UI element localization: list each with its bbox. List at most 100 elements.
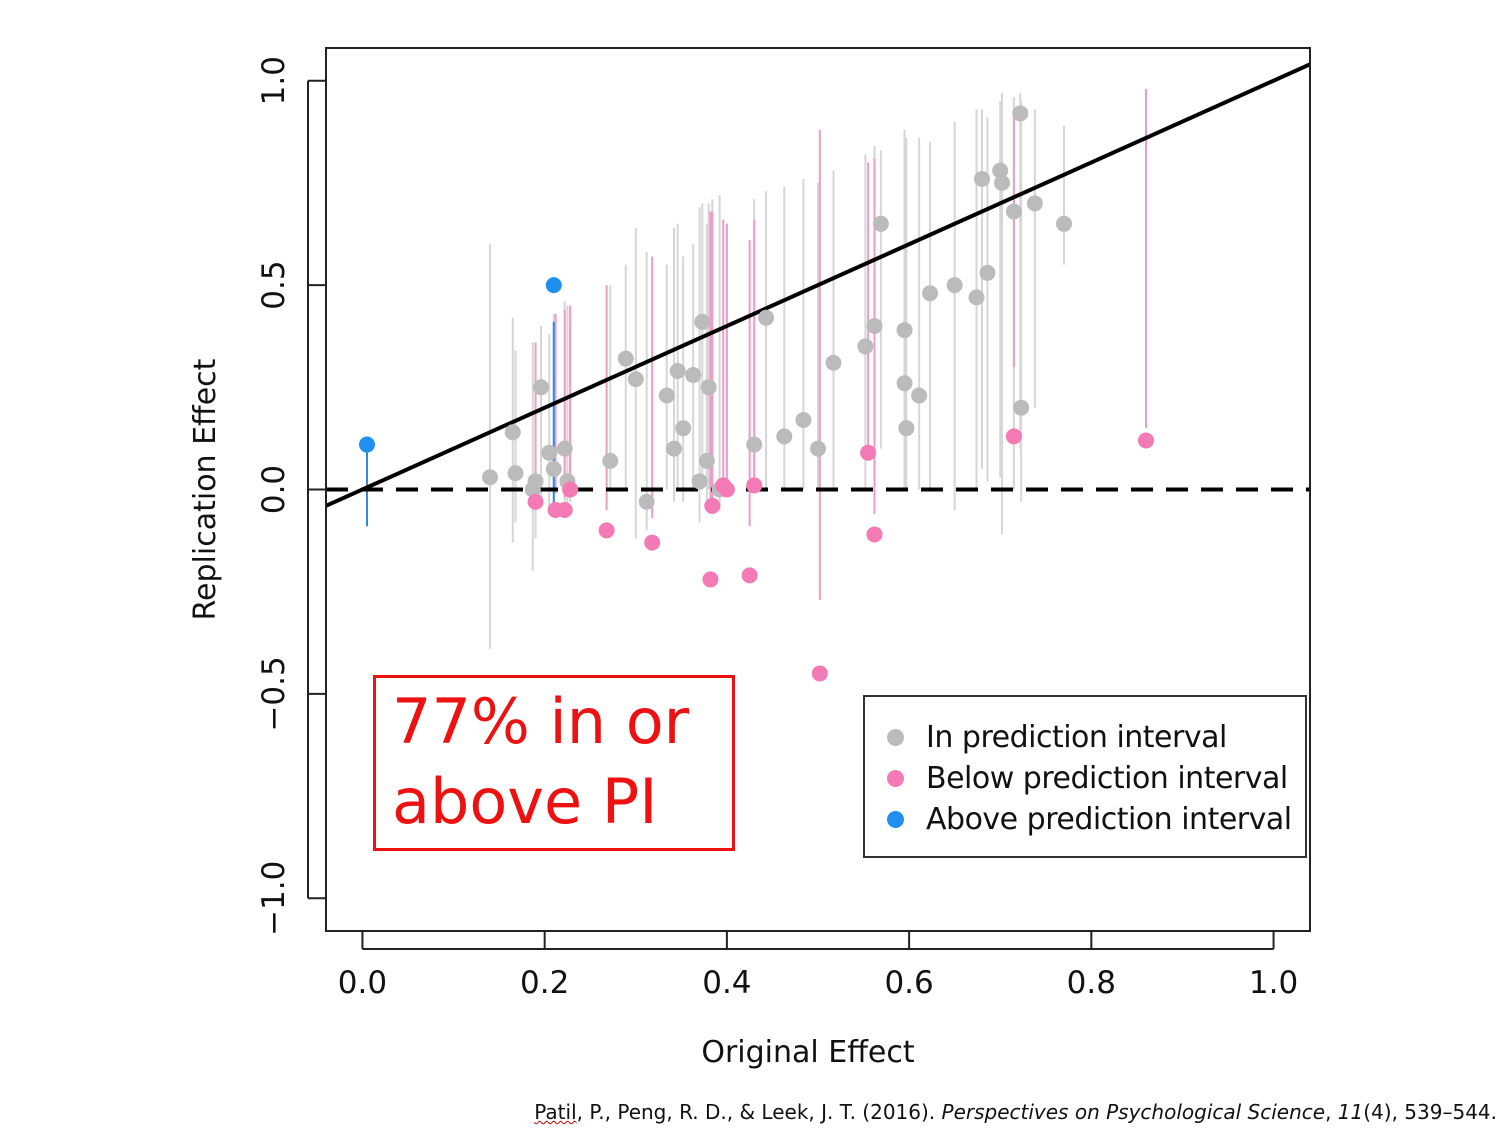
- data-point: [702, 571, 719, 588]
- data-point: [922, 285, 939, 302]
- citation-pages: (4), 539–544.: [1363, 1100, 1497, 1124]
- data-point: [359, 436, 375, 453]
- y-tick-label: 0.5: [256, 260, 292, 309]
- data-point: [602, 452, 619, 469]
- data-point: [700, 379, 717, 396]
- data-point: [556, 440, 573, 457]
- legend: In prediction interval Below prediction …: [863, 695, 1307, 858]
- identity-line: [325, 62, 1311, 508]
- data-point: [968, 289, 985, 306]
- data-point: [776, 428, 793, 445]
- data-point: [698, 452, 715, 469]
- data-point: [507, 465, 524, 482]
- citation-rest: , P., Peng, R. D., & Leek, J. T. (2016).: [576, 1100, 942, 1124]
- data-point: [556, 501, 573, 518]
- data-point: [979, 264, 996, 281]
- citation-author: Patil: [534, 1100, 577, 1124]
- data-point: [562, 481, 579, 498]
- legend-label-in: In prediction interval: [926, 720, 1227, 755]
- data-point: [694, 313, 711, 330]
- data-point: [644, 534, 661, 551]
- data-point: [1005, 428, 1022, 445]
- data-point: [1026, 195, 1043, 212]
- citation: Patil, P., Peng, R. D., & Leek, J. T. (2…: [534, 1100, 1497, 1124]
- data-point: [896, 375, 913, 392]
- data-point: [974, 170, 990, 187]
- x-axis-title: Original Effect: [701, 1035, 915, 1070]
- data-point: [482, 469, 498, 486]
- prediction-intervals: [366, 88, 1147, 649]
- x-tick-label: 0.2: [520, 965, 569, 1001]
- data-point: [911, 387, 928, 404]
- annotation-box: 77% in or above PI: [373, 675, 735, 851]
- x-tick-label: 0.0: [338, 965, 387, 1001]
- data-point: [866, 317, 883, 334]
- data-point: [795, 412, 812, 429]
- legend-label-above: Above prediction interval: [926, 802, 1292, 837]
- data-point: [1013, 399, 1030, 416]
- data-point: [896, 322, 913, 339]
- y-tick-label: 0.0: [256, 465, 292, 514]
- data-point: [627, 371, 644, 388]
- y-tick-label: −0.5: [256, 656, 292, 731]
- data-point: [598, 522, 615, 539]
- data-point: [704, 497, 721, 514]
- data-point: [1012, 105, 1029, 122]
- data-point: [1056, 215, 1072, 232]
- data-point: [685, 367, 702, 384]
- data-point: [1005, 203, 1022, 220]
- citation-volume: 11: [1337, 1100, 1364, 1124]
- x-tick-label: 1.0: [1249, 965, 1298, 1001]
- data-point: [545, 277, 562, 294]
- y-tick-label: −1.0: [256, 861, 292, 936]
- data-point: [691, 473, 708, 490]
- data-point: [866, 526, 883, 543]
- data-point: [857, 338, 874, 355]
- data-point: [825, 354, 842, 371]
- data-point: [533, 379, 550, 396]
- data-point: [992, 162, 1009, 179]
- legend-label-below: Below prediction interval: [926, 761, 1288, 796]
- legend-item-above: Above prediction interval: [865, 799, 1305, 840]
- data-point: [527, 473, 544, 490]
- x-tick-label: 0.4: [702, 965, 751, 1001]
- data-point: [638, 493, 655, 510]
- y-axis-title: Replication Effect: [188, 358, 223, 620]
- data-point: [741, 567, 758, 584]
- annotation-text: 77% in or above PI: [392, 685, 690, 838]
- data-point: [541, 444, 558, 461]
- x-tick-label: 0.6: [884, 965, 933, 1001]
- data-point: [545, 461, 562, 478]
- data-point: [860, 444, 877, 461]
- axes: 0.0 0.2 0.4 0.6 0.8 1.0 −1.0 −0.5 0.0 0.5 1.0 Origi…: [188, 47, 1311, 1070]
- citation-sep: ,: [1325, 1100, 1338, 1124]
- data-point: [718, 481, 735, 498]
- legend-item-below: Below prediction interval: [865, 758, 1305, 799]
- data-point: [811, 665, 828, 682]
- legend-dot-in: [887, 729, 904, 746]
- data-point: [898, 420, 915, 437]
- x-tick-label: 0.8: [1067, 965, 1116, 1001]
- citation-journal: Perspectives on Psychological Science: [941, 1100, 1326, 1124]
- legend-dot-below: [887, 770, 904, 787]
- data-point: [746, 477, 763, 494]
- data-point: [758, 309, 775, 326]
- data-point: [810, 440, 826, 457]
- data-point: [746, 436, 763, 453]
- legend-dot-above: [887, 811, 904, 828]
- data-point: [527, 493, 544, 510]
- data-point: [658, 387, 675, 404]
- reference-lines: [325, 62, 1311, 508]
- data-point: [617, 350, 634, 367]
- data-point: [872, 215, 889, 232]
- data-point: [946, 277, 963, 294]
- data-point: [675, 420, 692, 437]
- data-point: [994, 174, 1011, 191]
- data-point: [504, 424, 521, 441]
- legend-item-in: In prediction interval: [865, 717, 1305, 758]
- data-point: [1138, 432, 1154, 449]
- y-tick-label: 1.0: [256, 56, 292, 105]
- data-point: [666, 440, 683, 457]
- data-point: [669, 362, 686, 379]
